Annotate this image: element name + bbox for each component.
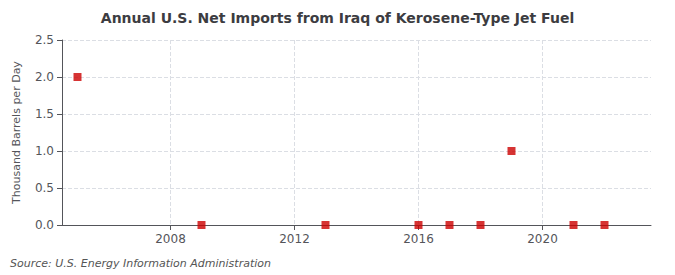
svg-text:2012: 2012 [279, 232, 310, 246]
svg-text:1.5: 1.5 [35, 107, 54, 121]
svg-text:Thousand Barrels per Day: Thousand Barrels per Day [10, 61, 23, 205]
svg-text:2.5: 2.5 [35, 33, 54, 47]
svg-text:2.0: 2.0 [35, 70, 54, 84]
svg-text:Source: U.S. Energy Informatio: Source: U.S. Energy Information Administ… [10, 257, 271, 270]
svg-text:0.0: 0.0 [35, 218, 54, 232]
svg-text:Annual U.S. Net Imports from I: Annual U.S. Net Imports from Iraq of Ker… [101, 10, 574, 26]
svg-text:0.5: 0.5 [35, 181, 54, 195]
svg-text:2016: 2016 [403, 232, 434, 246]
svg-text:2020: 2020 [527, 232, 558, 246]
svg-text:2008: 2008 [155, 232, 186, 246]
svg-text:1.0: 1.0 [35, 144, 54, 158]
